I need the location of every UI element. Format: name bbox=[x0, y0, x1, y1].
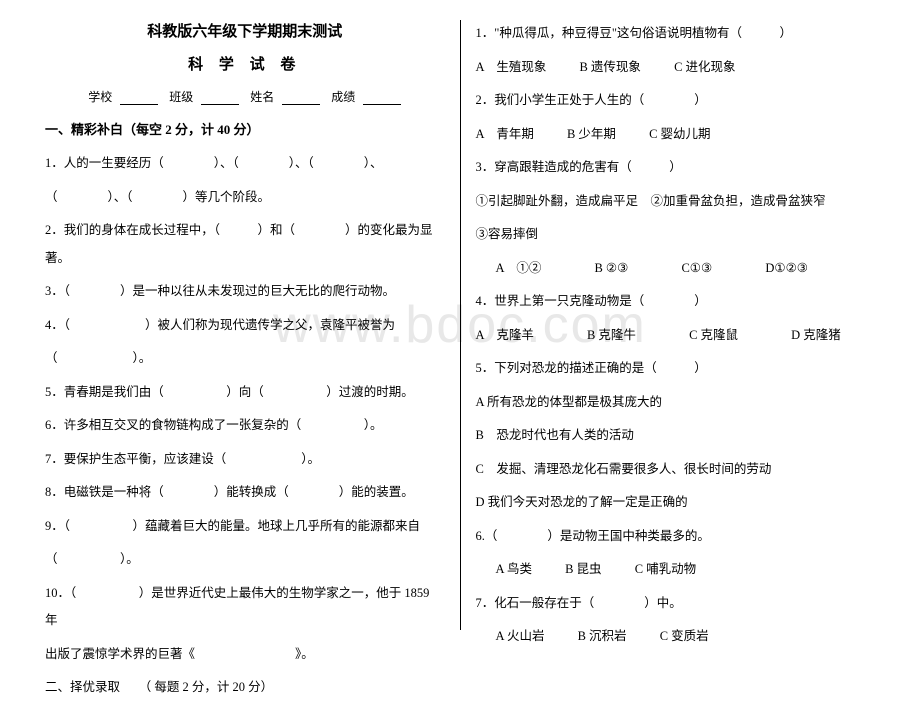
s2-q1-a: A 生殖现象 bbox=[476, 54, 547, 82]
s2-q6-a: A 鸟类 bbox=[496, 556, 532, 584]
s2-q3-2: ③容易摔倒 bbox=[476, 221, 876, 249]
s2-q3: 3．穿高跟鞋造成的危害有（ ） bbox=[476, 154, 876, 182]
s2-q5-d: D 我们今天对恐龙的了解一定是正确的 bbox=[476, 489, 876, 517]
s1-q1b: （ ）、（ ）等几个阶段。 bbox=[45, 184, 445, 212]
s1-q6: 6．许多相互交叉的食物链构成了一张复杂的（ ）。 bbox=[45, 412, 445, 440]
s2-q5: 5．下列对恐龙的描述正确的是（ ） bbox=[476, 355, 876, 383]
s2-q3-d: D①②③ bbox=[765, 261, 808, 275]
left-column: 科教版六年级下学期期末测试 科 学 试 卷 学校 班级 姓名 成绩 一、精彩补白… bbox=[30, 20, 461, 630]
s1-q8: 8．电磁铁是一种将（ ）能转换成（ ）能的装置。 bbox=[45, 479, 445, 507]
s2-q7: 7．化石一般存在于（ ）中。 bbox=[476, 590, 876, 618]
s2-q2-opts: A 青年期 B 少年期 C 婴幼儿期 bbox=[476, 121, 876, 149]
s1-q5: 5．青春期是我们由（ ）向（ ）过渡的时期。 bbox=[45, 379, 445, 407]
s1-q9: 9．（ ）蕴藏着巨大的能量。地球上几乎所有的能源都来自 bbox=[45, 513, 445, 541]
student-info-line: 学校 班级 姓名 成绩 bbox=[45, 88, 445, 105]
s1-q4: 4．（ ）被人们称为现代遗传学之父，袁隆平被誉为 bbox=[45, 312, 445, 340]
s2-q6-c: C 哺乳动物 bbox=[635, 562, 696, 576]
s2-q5-c: C 发掘、清理恐龙化石需要很多人、很长时间的劳动 bbox=[476, 456, 876, 484]
s2-q2-a: A 青年期 bbox=[476, 121, 534, 149]
score-label: 成绩 bbox=[331, 90, 355, 104]
school-blank bbox=[120, 93, 158, 105]
name-blank bbox=[282, 93, 320, 105]
s2-q7-c: C 变质岩 bbox=[660, 629, 709, 643]
s2-q1-opts: A 生殖现象 B 遗传现象 C 进化现象 bbox=[476, 54, 876, 82]
s1-q1: 1．人的一生要经历（ ）、（ ）、（ ）、 bbox=[45, 150, 445, 178]
s2-q4-b: B 克隆牛 bbox=[587, 322, 636, 350]
right-column: 1．"种瓜得瓜，种豆得豆"这句俗语说明植物有（ ） A 生殖现象 B 遗传现象 … bbox=[461, 20, 891, 630]
s2-q2-b: B 少年期 bbox=[567, 121, 616, 149]
s2-q3-opts: A ①② B ②③ C①③ D①②③ bbox=[476, 255, 876, 283]
s2-q1: 1．"种瓜得瓜，种豆得豆"这句俗语说明植物有（ ） bbox=[476, 20, 876, 48]
s2-q6: 6.（ ）是动物王国中种类最多的。 bbox=[476, 523, 876, 551]
score-blank bbox=[363, 93, 401, 105]
s1-q4b: （ ）。 bbox=[45, 345, 445, 373]
s2-q6-opts: A 鸟类 B 昆虫 C 哺乳动物 bbox=[476, 556, 876, 584]
s2-q4-opts: A 克隆羊 B 克隆牛 C 克隆鼠 D 克隆猪 bbox=[476, 322, 876, 350]
s2-q3-1: ①引起脚趾外翻，造成扁平足 ②加重骨盆负担，造成骨盆狭窄 bbox=[476, 188, 876, 216]
s1-q9b: （ ）。 bbox=[45, 546, 445, 574]
name-label: 姓名 bbox=[250, 90, 274, 104]
s2-q4-c: C 克隆鼠 bbox=[689, 322, 738, 350]
s2-q1-c: C 进化现象 bbox=[674, 60, 735, 74]
s2-q5-b: B 恐龙时代也有人类的活动 bbox=[476, 422, 876, 450]
s1-q7: 7．要保护生态平衡，应该建设（ ）。 bbox=[45, 446, 445, 474]
class-blank bbox=[201, 93, 239, 105]
s2-q7-opts: A 火山岩 B 沉积岩 C 变质岩 bbox=[476, 623, 876, 651]
s2-q2-c: C 婴幼儿期 bbox=[649, 127, 710, 141]
sub-title: 科 学 试 卷 bbox=[45, 53, 445, 74]
s1-q10b: 出版了震惊学术界的巨著《 》。 bbox=[45, 641, 445, 669]
s1-q3: 3．（ ）是一种以往从未发现过的巨大无比的爬行动物。 bbox=[45, 278, 445, 306]
section2-header: 二、择优录取 （ 每题 2 分，计 20 分） bbox=[45, 674, 445, 702]
s2-q4-a: A 克隆羊 bbox=[476, 322, 534, 350]
s2-q1-b: B 遗传现象 bbox=[579, 54, 640, 82]
s2-q7-b: B 沉积岩 bbox=[578, 623, 627, 651]
s2-q4-d: D 克隆猪 bbox=[791, 328, 841, 342]
s2-q3-c: C①③ bbox=[681, 255, 712, 283]
school-label: 学校 bbox=[88, 90, 112, 104]
section1-header: 一、精彩补白（每空 2 分，计 40 分） bbox=[45, 119, 445, 138]
class-label: 班级 bbox=[169, 90, 193, 104]
page-container: 科教版六年级下学期期末测试 科 学 试 卷 学校 班级 姓名 成绩 一、精彩补白… bbox=[0, 0, 920, 650]
s1-q10: 10．（ ）是世界近代史上最伟大的生物学家之一，他于 1859 年 bbox=[45, 580, 445, 635]
main-title: 科教版六年级下学期期末测试 bbox=[45, 20, 445, 41]
s2-q6-b: B 昆虫 bbox=[565, 556, 601, 584]
s1-q2: 2．我们的身体在成长过程中，（ ）和（ ）的变化最为显著。 bbox=[45, 217, 445, 272]
s2-q7-a: A 火山岩 bbox=[496, 623, 545, 651]
s2-q5-a: A 所有恐龙的体型都是极其庞大的 bbox=[476, 389, 876, 417]
s2-q3-a: A ①② bbox=[496, 255, 542, 283]
s2-q4: 4．世界上第一只克隆动物是（ ） bbox=[476, 288, 876, 316]
s2-q2: 2．我们小学生正处于人生的（ ） bbox=[476, 87, 876, 115]
s2-q3-b: B ②③ bbox=[594, 255, 628, 283]
